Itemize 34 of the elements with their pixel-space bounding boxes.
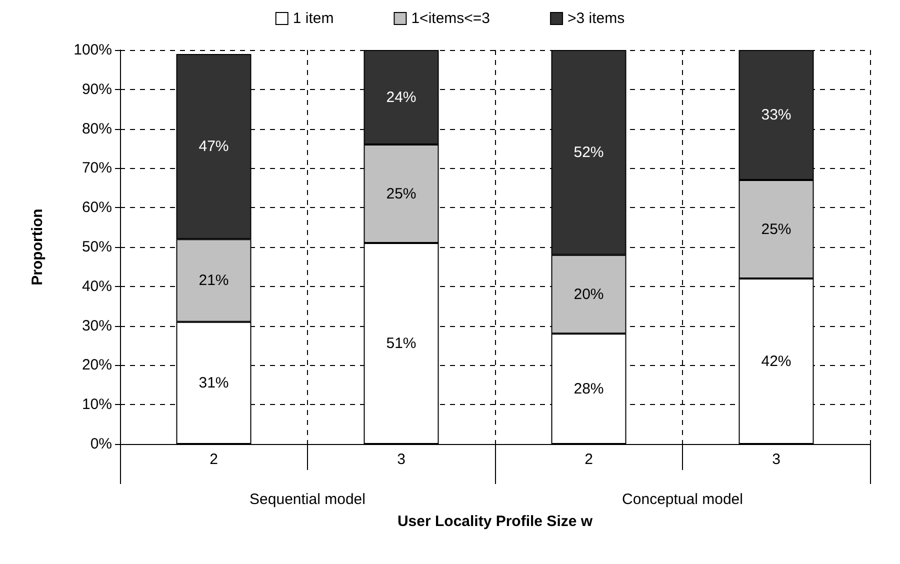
- y-tick-label: 90%: [82, 80, 112, 98]
- data-label: 24%: [386, 88, 416, 106]
- legend-label: 1<items<=3: [411, 10, 490, 27]
- data-label: 28%: [574, 380, 604, 398]
- text: Sequential model: [250, 491, 366, 508]
- y-tick-label: 20%: [82, 356, 112, 374]
- data-label: 25%: [761, 220, 792, 238]
- data-label: 25%: [386, 185, 416, 202]
- data-label: 47%: [198, 138, 229, 156]
- y-tick-label: 0%: [90, 436, 112, 452]
- legend-label: >3 items: [568, 10, 625, 27]
- y-tick-label: 10%: [82, 396, 112, 414]
- data-label: 33%: [761, 106, 792, 124]
- text: Conceptual model: [622, 491, 743, 508]
- data-label: 21%: [198, 272, 229, 289]
- y-tick-label: 70%: [82, 160, 112, 177]
- y-tick-label: 30%: [82, 317, 112, 334]
- data-label: 31%: [198, 374, 229, 392]
- y-tick-label: 50%: [82, 238, 112, 256]
- x-axis-title: User Locality Profile Size w: [397, 513, 593, 530]
- x-tick-label: 3: [397, 451, 406, 468]
- data-label: 20%: [574, 286, 604, 303]
- x-tick-label: 2: [210, 451, 218, 468]
- y-axis-title: Proportion: [29, 208, 46, 286]
- data-label: 51%: [386, 335, 416, 352]
- y-tick-label: 40%: [82, 278, 112, 295]
- x-tick-label: 2: [584, 451, 593, 468]
- y-tick-label: 100%: [74, 42, 112, 58]
- data-label: 42%: [761, 352, 792, 370]
- y-tick-label: 60%: [82, 199, 112, 216]
- y-tick-label: 80%: [82, 120, 112, 138]
- legend-label: 1 item: [292, 10, 334, 27]
- data-label: 52%: [574, 144, 604, 161]
- x-tick-label: 3: [772, 451, 780, 468]
